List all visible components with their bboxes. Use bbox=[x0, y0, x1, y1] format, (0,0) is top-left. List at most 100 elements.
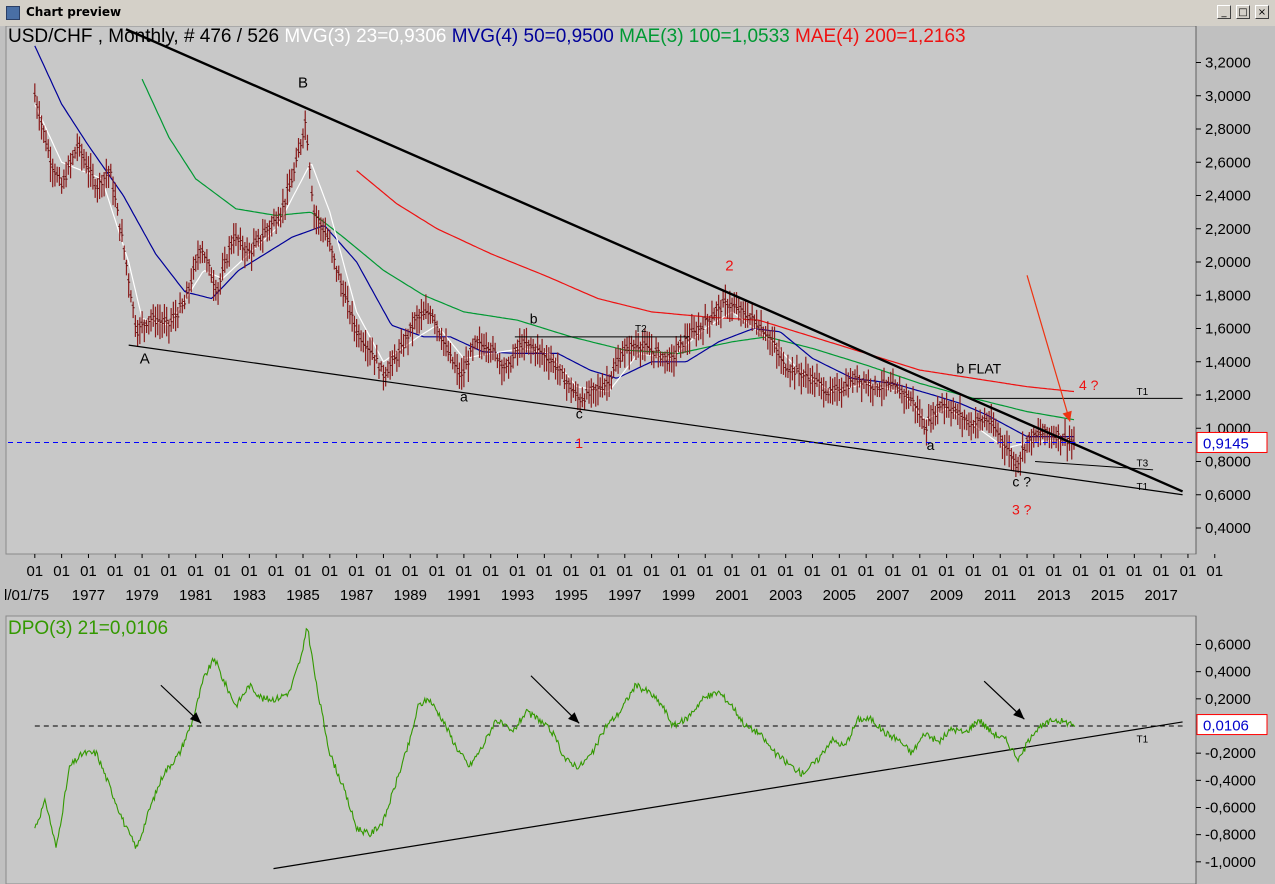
price-y-tick-label: 2,8000 bbox=[1205, 121, 1251, 138]
ohlc-bar bbox=[415, 305, 419, 334]
x-tick-label-month: 01 bbox=[1019, 563, 1036, 580]
ohlc-bar bbox=[473, 335, 477, 350]
ohlc-bar bbox=[274, 211, 278, 235]
ohlc-bar bbox=[971, 419, 975, 434]
ohlc-bar bbox=[994, 418, 998, 437]
t3-trendline bbox=[1035, 461, 1154, 471]
ohlc-bar bbox=[641, 331, 645, 360]
x-tick-label-month: 01 bbox=[1099, 563, 1116, 580]
ohlc-bar bbox=[840, 377, 844, 408]
ohlc-bar bbox=[122, 245, 126, 260]
dpo-panel[interactable]: 0,6000 0,4000 0,2000 -0,2000 -0,4000 -0,6000 -… bbox=[5, 615, 1268, 884]
price-panel[interactable]: 3,2000 3,0000 2,8000 2,6000 2,4000 2,2000 2,00… bbox=[0, 26, 1275, 884]
maximize-button[interactable]: □ bbox=[1236, 5, 1250, 19]
ohlc-bar bbox=[357, 324, 361, 348]
ohlc-bar bbox=[998, 427, 1002, 448]
ohlc-bar bbox=[524, 327, 528, 353]
ohlc-bar bbox=[893, 379, 897, 394]
ohlc-bar bbox=[247, 242, 251, 259]
ohlc-bar bbox=[851, 371, 855, 393]
ohlc-bar bbox=[1032, 427, 1036, 448]
ohlc-bar bbox=[898, 376, 902, 399]
ohlc-bar bbox=[583, 393, 587, 410]
header-ind3: MAE(3) 100=1,0533 bbox=[614, 26, 790, 47]
ohlc-bar bbox=[1005, 430, 1009, 456]
ohlc-bar bbox=[627, 335, 631, 370]
ohlc-bar bbox=[189, 268, 193, 293]
ohlc-bar bbox=[466, 350, 470, 382]
ohlc-bar bbox=[107, 165, 111, 189]
ohlc-bar bbox=[424, 294, 428, 319]
ohlc-bar bbox=[156, 304, 160, 336]
ohlc-bar bbox=[752, 314, 756, 329]
price-y-tick-label: 3,2000 bbox=[1205, 55, 1251, 72]
ohlc-bar bbox=[920, 408, 924, 429]
ohlc-bar bbox=[127, 273, 131, 298]
ohlc-bar bbox=[469, 342, 473, 357]
ohlc-bar bbox=[399, 328, 403, 354]
ohlc-bar bbox=[428, 305, 432, 324]
label-3: 3 ? bbox=[1012, 502, 1032, 518]
dpo-y-tick-label: -0,6000 bbox=[1205, 800, 1256, 817]
ohlc-bar bbox=[183, 294, 187, 310]
ohlc-bar bbox=[768, 329, 772, 356]
ohlc-bar bbox=[238, 227, 242, 251]
ohlc-bar bbox=[167, 319, 171, 344]
x-tick-label-month: 01 bbox=[268, 563, 285, 580]
ohlc-bar bbox=[891, 368, 895, 390]
ohlc-bar bbox=[592, 382, 596, 404]
ohlc-bar bbox=[259, 235, 263, 251]
x-tick-label-month: 01 bbox=[751, 563, 768, 580]
label-A: A bbox=[140, 350, 150, 367]
x-tick-label-month: 01 bbox=[590, 563, 607, 580]
ohlc-bar bbox=[654, 337, 658, 359]
ohlc-bar bbox=[569, 377, 573, 403]
chart-canvas[interactable]: 3,2000 3,0000 2,8000 2,6000 2,4000 2,2000 2,00… bbox=[0, 26, 1275, 884]
ohlc-bar bbox=[129, 290, 133, 303]
mvg3-23-line bbox=[34, 103, 1075, 449]
ohlc-bar bbox=[207, 258, 211, 276]
price-y-tick-label: 0,6000 bbox=[1205, 487, 1251, 504]
dpo-y-tick-label: 0,2000 bbox=[1205, 691, 1251, 708]
ohlc-bar bbox=[623, 338, 627, 368]
ohlc-bar bbox=[158, 304, 162, 340]
ohlc-bar bbox=[290, 168, 294, 188]
ohlc-bar bbox=[806, 363, 810, 394]
minimize-button[interactable]: _ bbox=[1217, 5, 1231, 19]
window-title: Chart preview bbox=[26, 5, 122, 19]
ohlc-bar bbox=[598, 377, 602, 398]
arrow-1980-head bbox=[189, 712, 202, 724]
close-button[interactable]: × bbox=[1255, 5, 1269, 19]
ohlc-bar bbox=[379, 361, 383, 372]
ohlc-bar bbox=[679, 334, 683, 358]
ohlc-bar bbox=[370, 337, 374, 360]
ohlc-bar bbox=[857, 374, 861, 388]
ohlc-bar bbox=[111, 176, 115, 206]
ohlc-bar bbox=[33, 83, 37, 103]
ohlc-bar bbox=[386, 360, 390, 378]
ohlc-bar bbox=[62, 169, 66, 189]
x-tick-label-month: 01 bbox=[1206, 563, 1223, 580]
ohlc-bar bbox=[667, 347, 671, 372]
ohlc-bar bbox=[629, 335, 633, 362]
ohlc-bar bbox=[509, 355, 513, 373]
ohlc-bar bbox=[663, 351, 667, 374]
ohlc-bar bbox=[1021, 431, 1025, 462]
ohlc-bar bbox=[987, 411, 991, 433]
ohlc-bar bbox=[431, 309, 435, 324]
ohlc-bar bbox=[261, 218, 265, 253]
ohlc-bar bbox=[160, 311, 164, 338]
ohlc-bar bbox=[426, 303, 430, 324]
ohlc-bar bbox=[118, 223, 122, 242]
x-tick-label-month: 01 bbox=[482, 563, 499, 580]
ohlc-bar bbox=[842, 381, 846, 397]
ohlc-bar bbox=[326, 228, 330, 247]
ohlc-bar bbox=[659, 351, 663, 367]
ohlc-bar bbox=[951, 397, 955, 419]
ohlc-bar bbox=[457, 362, 461, 389]
ohlc-bar bbox=[1034, 429, 1038, 443]
ohlc-bar bbox=[712, 307, 716, 321]
ohlc-bar bbox=[502, 357, 506, 382]
ohlc-bar bbox=[89, 153, 93, 187]
ohlc-bar bbox=[954, 403, 958, 420]
